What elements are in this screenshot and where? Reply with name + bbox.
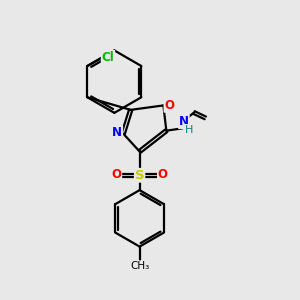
Text: CH₃: CH₃ xyxy=(130,261,149,271)
Text: S: S xyxy=(135,169,144,182)
Text: H: H xyxy=(184,125,193,135)
Text: O: O xyxy=(164,99,174,112)
Text: N: N xyxy=(112,126,122,139)
Text: O: O xyxy=(111,168,122,181)
Text: N: N xyxy=(179,115,189,128)
Text: Cl: Cl xyxy=(102,51,114,64)
Text: O: O xyxy=(158,168,168,181)
